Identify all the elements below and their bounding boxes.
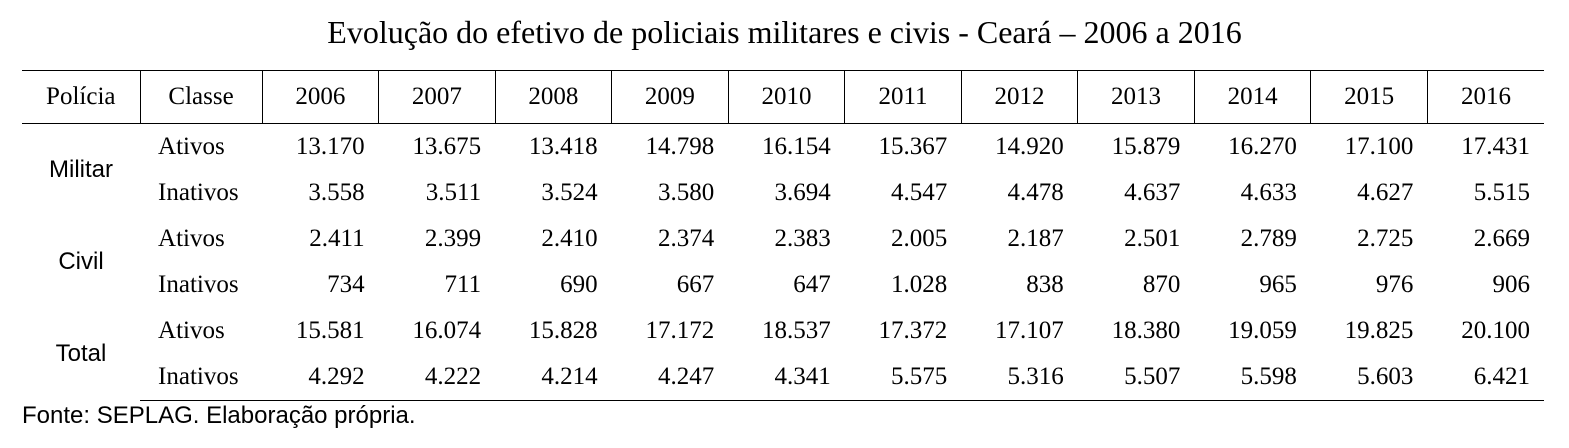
value-cell: 3.694 <box>774 179 831 206</box>
value-cell: 667 <box>676 271 715 298</box>
value-cell: 16.074 <box>412 317 482 344</box>
value-cell: 2.383 <box>774 225 831 252</box>
header-year: 2007 <box>378 70 496 124</box>
value-cell: 15.879 <box>1111 133 1181 160</box>
value-cell: 4.478 <box>1007 179 1064 206</box>
header-year: 2014 <box>1193 70 1311 124</box>
value-cell: 18.537 <box>761 317 831 344</box>
header-row: Polícia Classe 2006 2007 2008 2009 2010 … <box>22 70 1544 124</box>
classe-cell: Inativos <box>158 179 239 206</box>
source-note: Fonte: SEPLAG. Elaboração própria. <box>22 402 416 429</box>
value-cell: 4.222 <box>378 354 496 401</box>
value-cell: 906 <box>1492 271 1531 298</box>
value-cell: 2.005 <box>891 225 948 252</box>
header-year: 2006 <box>261 70 379 124</box>
classe-cell: Inativos <box>140 354 263 401</box>
value-cell: 1.028 <box>891 271 948 298</box>
value-cell: 3.580 <box>657 179 715 206</box>
value-cell: 4.247 <box>611 354 729 401</box>
value-cell: 5.507 <box>1077 354 1195 401</box>
value-cell: 2.669 <box>1473 225 1530 252</box>
value-cell: 870 <box>1142 271 1181 298</box>
value-cell: 17.372 <box>878 317 948 344</box>
header-year: 2015 <box>1310 70 1428 124</box>
table-title: Evolução do efetivo de policiais militar… <box>327 14 1242 50</box>
value-cell: 2.501 <box>1124 225 1181 252</box>
value-cell: 4.214 <box>495 354 612 401</box>
value-cell: 15.828 <box>528 317 598 344</box>
value-cell: 838 <box>1026 271 1064 298</box>
header-year: 2010 <box>727 70 845 124</box>
value-cell: 5.316 <box>961 354 1078 401</box>
value-cell: 15.367 <box>878 133 948 160</box>
value-cell: 13.675 <box>412 133 482 160</box>
value-cell: 2.410 <box>541 225 598 252</box>
value-cell: 14.798 <box>645 133 715 160</box>
value-cell: 18.380 <box>1111 317 1181 344</box>
value-cell: 17.172 <box>645 317 715 344</box>
classe-cell: Ativos <box>158 225 225 252</box>
value-cell: 5.575 <box>844 354 962 401</box>
value-cell: 13.170 <box>295 133 365 160</box>
value-cell: 2.789 <box>1240 225 1297 252</box>
value-cell: 3.558 <box>308 179 365 206</box>
table-body: Militar Ativos 13.170 13.675 13.418 14.798 16.… <box>22 124 1544 401</box>
table-row: Inativos 3.558 3.511 3.524 3.580 3.694 4.547 4.… <box>22 170 1544 216</box>
header-year: 2012 <box>960 70 1078 124</box>
table-row: Civil Ativos 2.411 2.399 2.410 2.374 2.383 2.00… <box>22 216 1544 275</box>
table-row: Total Ativos 15.581 16.074 15.828 17.172 18.53… <box>22 308 1544 367</box>
value-cell: 4.627 <box>1357 179 1414 206</box>
value-cell: 3.511 <box>425 179 482 206</box>
value-cell: 4.637 <box>1124 179 1181 206</box>
value-cell: 2.399 <box>424 225 482 252</box>
header-classe: Classe <box>139 70 263 124</box>
table-row: Inativos 4.292 4.222 4.214 4.247 4.341 5.575 5.… <box>22 354 1544 401</box>
table-row: Inativos 734 711 690 667 647 1.028 838 870 965 976… <box>22 262 1544 308</box>
value-cell: 2.374 <box>657 225 715 252</box>
group-label: Militar <box>49 156 114 183</box>
value-cell: 13.418 <box>528 133 598 160</box>
value-cell: 647 <box>793 271 831 298</box>
header-year: 2013 <box>1077 70 1195 124</box>
value-cell: 5.515 <box>1473 179 1530 206</box>
value-cell: 976 <box>1375 271 1414 298</box>
header-year: 2008 <box>494 70 612 124</box>
value-cell: 690 <box>560 271 598 298</box>
group-label: Total <box>55 340 107 368</box>
value-cell: 4.633 <box>1240 179 1297 206</box>
value-cell: 5.603 <box>1310 354 1428 401</box>
value-cell: 16.154 <box>761 133 831 160</box>
value-cell: 2.411 <box>309 225 365 252</box>
value-cell: 19.059 <box>1228 317 1297 344</box>
value-cell: 4.341 <box>728 354 845 401</box>
header-year: 2011 <box>844 70 962 124</box>
value-cell: 20.100 <box>1461 317 1530 344</box>
value-cell: 17.100 <box>1344 133 1414 160</box>
value-cell: 734 <box>327 271 365 298</box>
table-row: Militar Ativos 13.170 13.675 13.418 14.798 16.… <box>22 124 1544 183</box>
value-cell: 4.547 <box>891 179 948 206</box>
value-cell: 16.270 <box>1228 133 1297 160</box>
value-cell: 6.421 <box>1427 354 1544 401</box>
header-year: 2016 <box>1426 70 1544 124</box>
value-cell: 5.598 <box>1194 354 1311 401</box>
classe-cell: Inativos <box>158 271 239 298</box>
value-cell: 17.107 <box>995 317 1064 344</box>
value-cell: 4.292 <box>262 354 379 401</box>
value-cell: 2.187 <box>1007 225 1064 252</box>
classe-cell: Ativos <box>158 317 225 344</box>
value-cell: 965 <box>1259 271 1297 298</box>
data-table: Polícia Classe 2006 2007 2008 2009 2010 … <box>22 70 1544 401</box>
value-cell: 15.581 <box>295 317 365 344</box>
classe-cell: Ativos <box>158 133 225 160</box>
value-cell: 14.920 <box>995 133 1064 160</box>
value-cell: 19.825 <box>1344 317 1414 344</box>
value-cell: 3.524 <box>541 179 598 206</box>
header-year: 2009 <box>611 70 729 124</box>
header-policia: Polícia <box>22 70 141 124</box>
value-cell: 17.431 <box>1461 133 1530 160</box>
value-cell: 2.725 <box>1357 225 1414 252</box>
group-label: Civil <box>58 248 104 275</box>
value-cell: 711 <box>444 271 482 298</box>
